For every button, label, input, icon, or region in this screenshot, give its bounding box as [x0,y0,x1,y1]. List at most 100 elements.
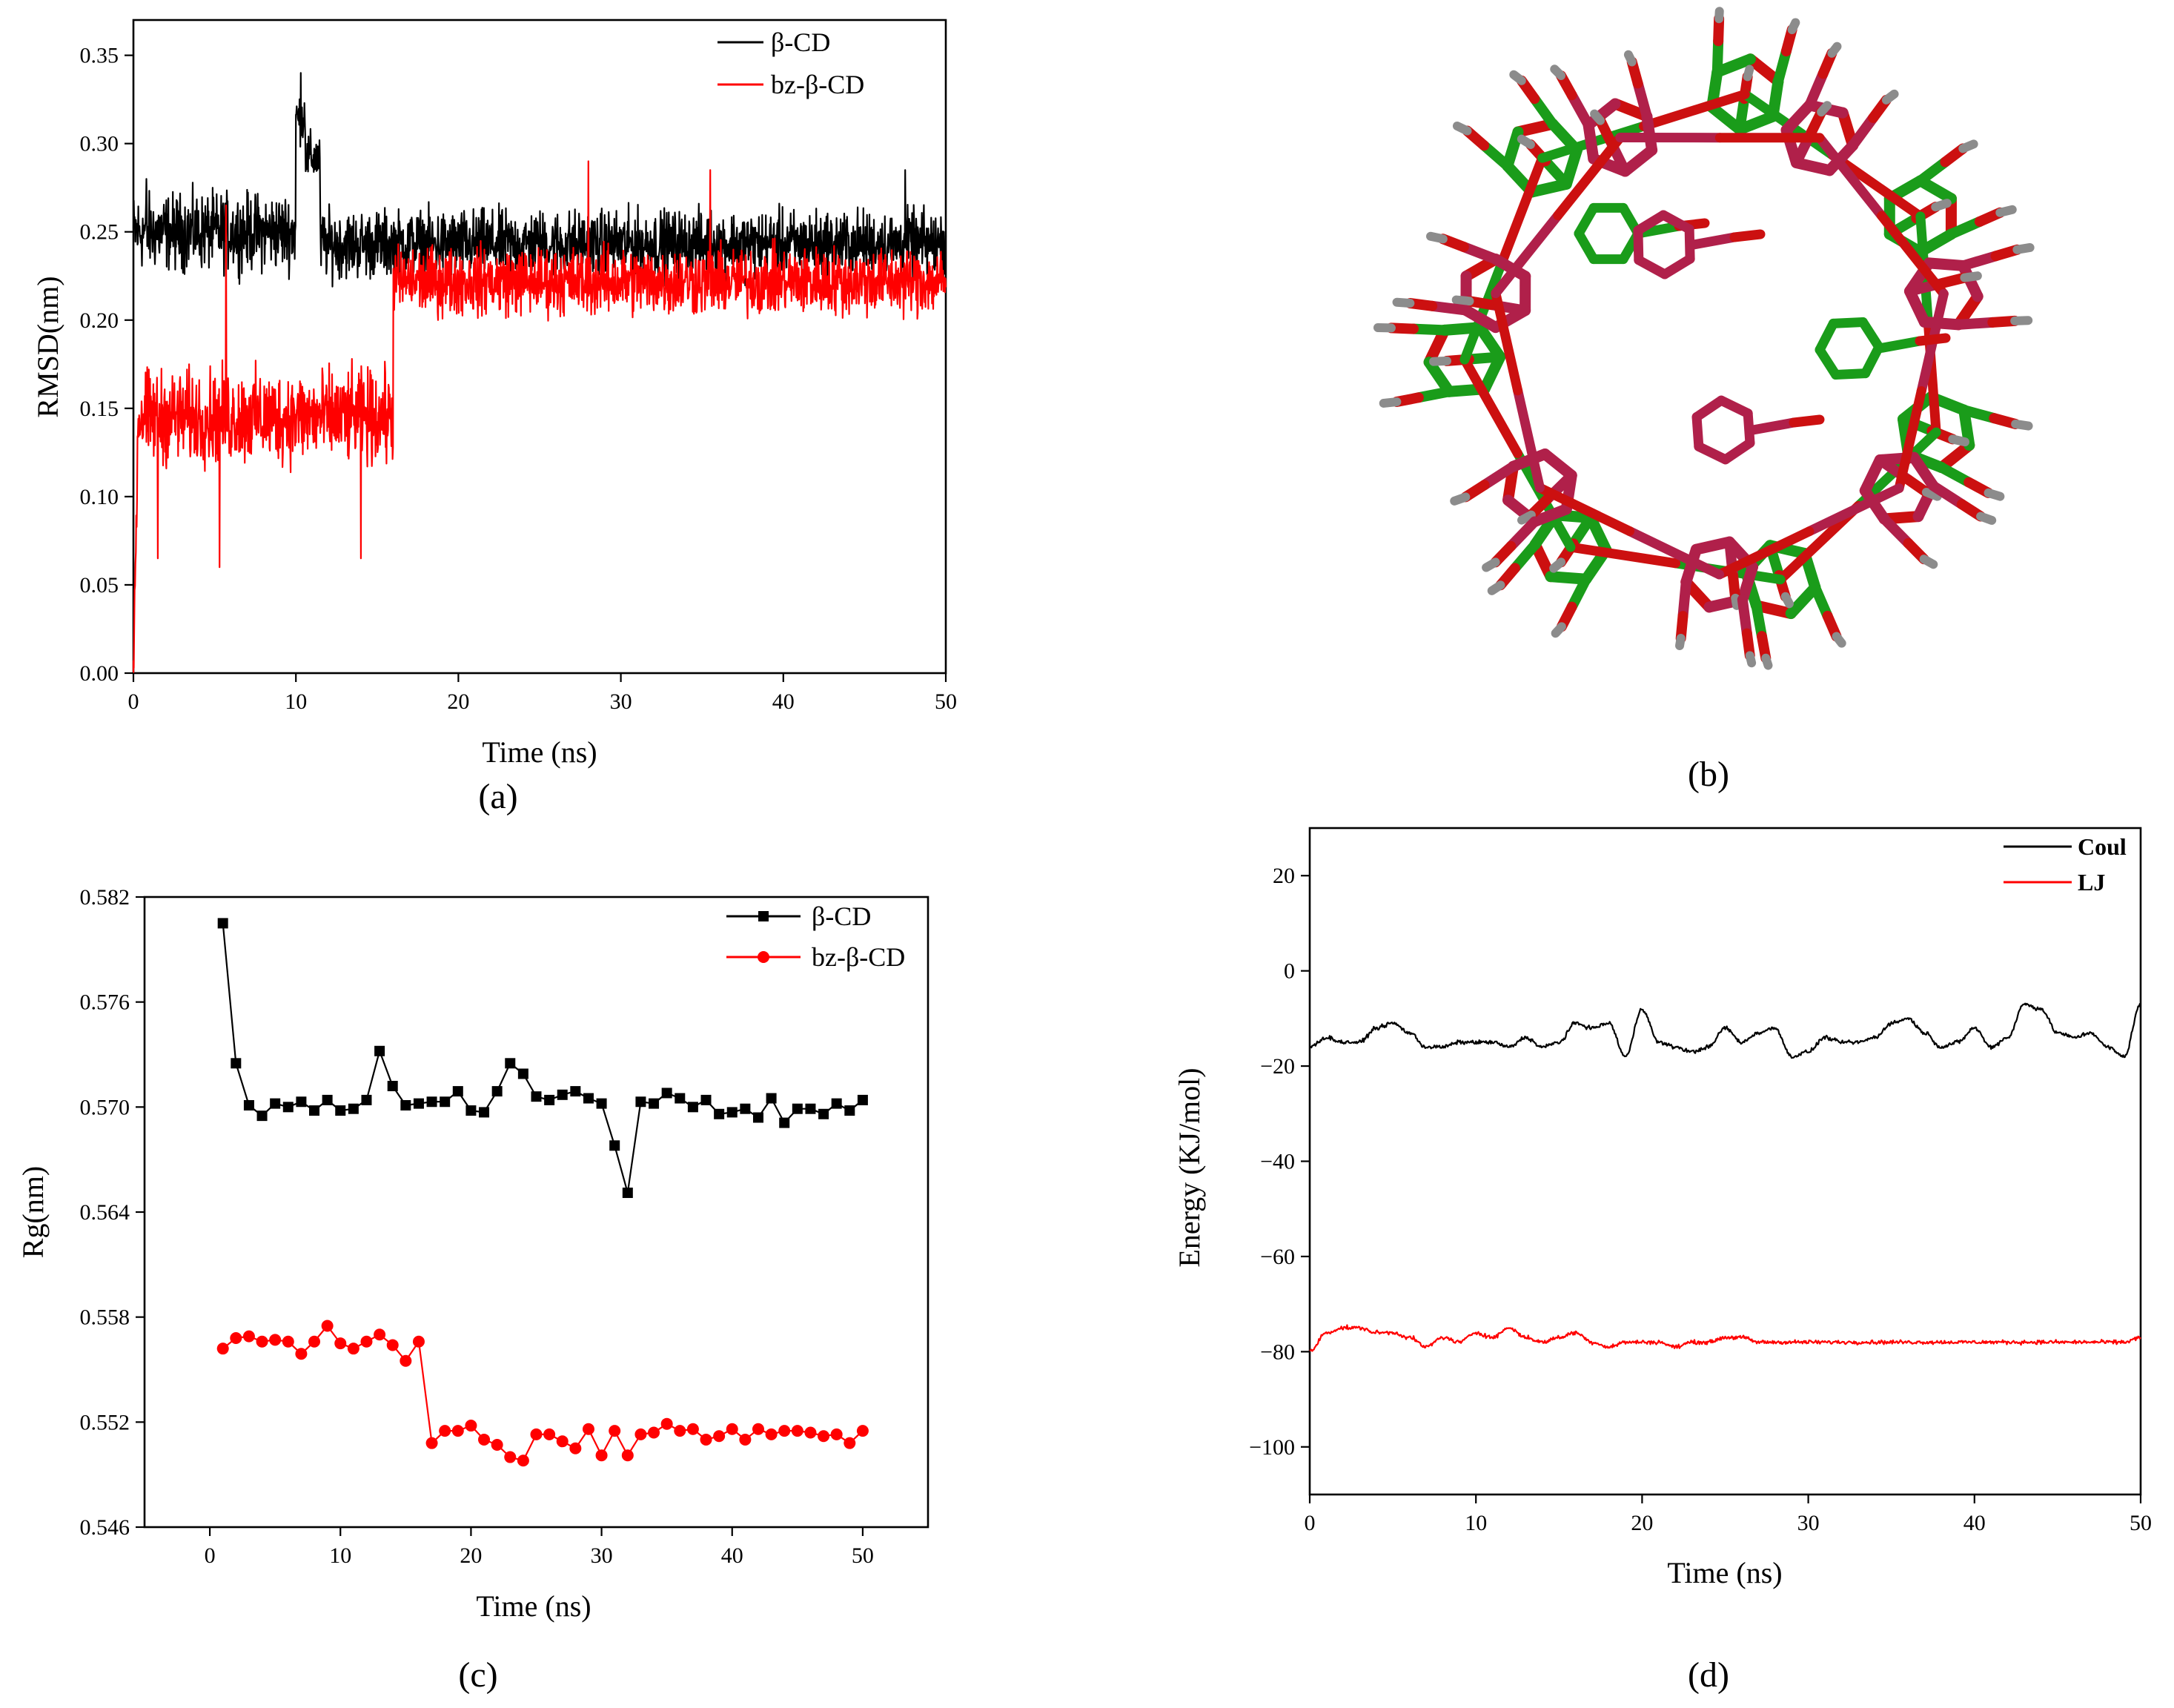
panel-c-bz-beta-cd-point [360,1335,373,1348]
panel-c-beta-cd-point [374,1045,385,1056]
panel-c-bz-beta-cd-point [700,1433,712,1446]
panel-b-molecule-image: (b) [1373,7,2035,794]
hydroxyl-hydrogen-bond [1780,592,1794,609]
panel-c-series-beta-cd-line [222,923,864,1194]
panel-c-bz-beta-cd-point [400,1354,412,1367]
benzoyl-ring-bond [1857,317,1884,352]
benzoyl-ring-bond [1574,228,1599,265]
panel-c-beta-cd-point [491,1086,503,1097]
hydroxyl-hydrogen-bond [1714,7,1724,24]
panel-c-label: (c) [458,1655,497,1695]
glycosidic-oxygen-bond [1638,89,1750,131]
panel-c-beta-cd-point [583,1093,594,1104]
panel-c-bz-beta-cd-point [465,1420,477,1432]
panel-c-beta-cd-point [387,1081,398,1091]
benzoyl-ring-bond [1633,210,1668,236]
panel-c-beta-cd-point [243,1099,254,1110]
benzoyl-carbonyl-bond [1874,336,1925,354]
panel-c-x-tick-label: 10 [329,1543,351,1568]
substituent-bond [1479,461,1519,491]
glucose-ring-bond [1785,581,1821,620]
hydroxyl-hydrogen-bond [2010,316,2033,325]
panel-c-beta-cd-point [649,1098,660,1109]
panel-a-x-tick-label: 40 [772,689,795,714]
panel-c-beta-cd-point [857,1094,868,1105]
panel-d-y-axis-title: Energy (KJ/mol) [1173,1068,1206,1267]
panel-a-series-group [132,72,947,673]
panel-c-beta-cd-point [440,1096,451,1108]
panel-c-beta-cd-point [335,1105,346,1116]
panel-c-bz-beta-cd-point [504,1451,517,1463]
glucose-ring-bond [1539,448,1577,481]
glucose-ring-bond [1915,175,1957,205]
panel-a-plot-frame [132,19,947,675]
hydroxyl-hydrogen-bond [1392,297,1415,308]
substituent-bond [1958,251,2001,271]
panel-d-y-tick-label: −80 [1260,1340,1295,1364]
hydroxyl-hydrogen-bond [1948,434,1969,447]
glycosidic-oxygen-bond [1714,526,1815,580]
hydroxyl-hydrogen-bond [1509,70,1526,85]
substituent-bond [1928,480,1967,510]
benzoyl-ring-bond [1716,395,1753,419]
panel-c-bz-beta-cd-point [569,1442,582,1454]
panel-a-x-tick-label: 30 [610,689,632,714]
hydroxyl-hydrogen-bond [1995,205,2017,217]
carbonyl-oxygen-bond [1729,229,1766,242]
panel-c-x-tick-label: 20 [460,1543,482,1568]
panel-c-beta-cd-point [792,1103,803,1114]
hydroxyl-hydrogen-bond [1590,109,1605,125]
panel-c-beta-cd-point [740,1103,751,1114]
legend-c-bz-beta-cd-marker [758,951,769,963]
benzoyl-ring-bond [1691,412,1704,451]
panel-c-bz-beta-cd-point [621,1449,634,1462]
benzoyl-carbonyl-bond [1748,417,1799,435]
glycosidic-bond [1491,211,1563,299]
glycosidic-bond [1625,526,1725,580]
glucose-ring-bond [1583,98,1621,131]
panel-b-label: (b) [1688,755,1729,794]
panel-c-y-tick-label: 0.546 [80,1515,130,1540]
panel-c-beta-cd-point [622,1188,633,1199]
panel-a-x-tick-label: 20 [447,689,469,714]
panel-a-x-tick-label: 50 [935,689,957,714]
glycosidic-bond [1815,133,1887,221]
panel-d-y-tick-label: −60 [1260,1245,1295,1269]
glycosidic-oxygen-bond [1877,211,1949,299]
hydroxyl-hydrogen-bond [1426,231,1448,244]
glucose-ring-bond [1423,324,1451,368]
panel-c-beta-cd-point [400,1099,411,1110]
panel-d-series-coul-line [1309,1002,2141,1059]
benzoyl-ring-bond [1633,225,1644,265]
glucose-ring-bond [1737,561,1758,606]
panel-c-bz-beta-cd-point [347,1343,359,1355]
glucose-ring-bond [1460,305,1502,334]
hydroxyl-hydrogen-bond [1551,622,1566,638]
glycosidic-bond [1513,385,1545,493]
panel-d-x-tick-label: 30 [1797,1511,1820,1535]
hydroxyl-hydrogen-bond [1731,593,1742,610]
legend-a-bz-beta-cd-label: bz-β-CD [771,70,864,99]
hydroxyl-hydrogen-bond [1482,557,1500,572]
panel-c-bz-beta-cd-point [412,1335,425,1348]
panel-a-y-tick-label: 0.10 [80,485,119,509]
panel-c-bz-beta-cd-point [517,1454,529,1467]
hydroxyl-hydrogen-bond [1745,651,1757,668]
hydroxyl-hydrogen-bond [1976,512,1997,525]
hydroxyl-hydrogen-bond [1517,510,1536,525]
panel-c-bz-beta-cd-point [543,1428,556,1440]
glucose-ring-bond [1529,538,1557,583]
panel-c-bz-beta-cd-point [648,1426,660,1439]
panel-a-x-tick-label: 10 [285,689,307,714]
hydroxyl-hydrogen-bond [1379,397,1402,408]
panel-c-bz-beta-cd-point [726,1423,738,1435]
glucose-ring-bond [1711,53,1756,78]
panel-c-bz-beta-cd-point [778,1425,791,1437]
substituent-bond [1427,300,1471,316]
panel-d-legend: Coul LJ [2004,833,2127,896]
hydroxyl-hydrogen-bond [1881,89,1899,105]
panel-c-bz-beta-cd-point [830,1428,843,1440]
benzoyl-ring-bond [1815,318,1838,355]
panel-c-beta-cd-point [348,1103,359,1114]
